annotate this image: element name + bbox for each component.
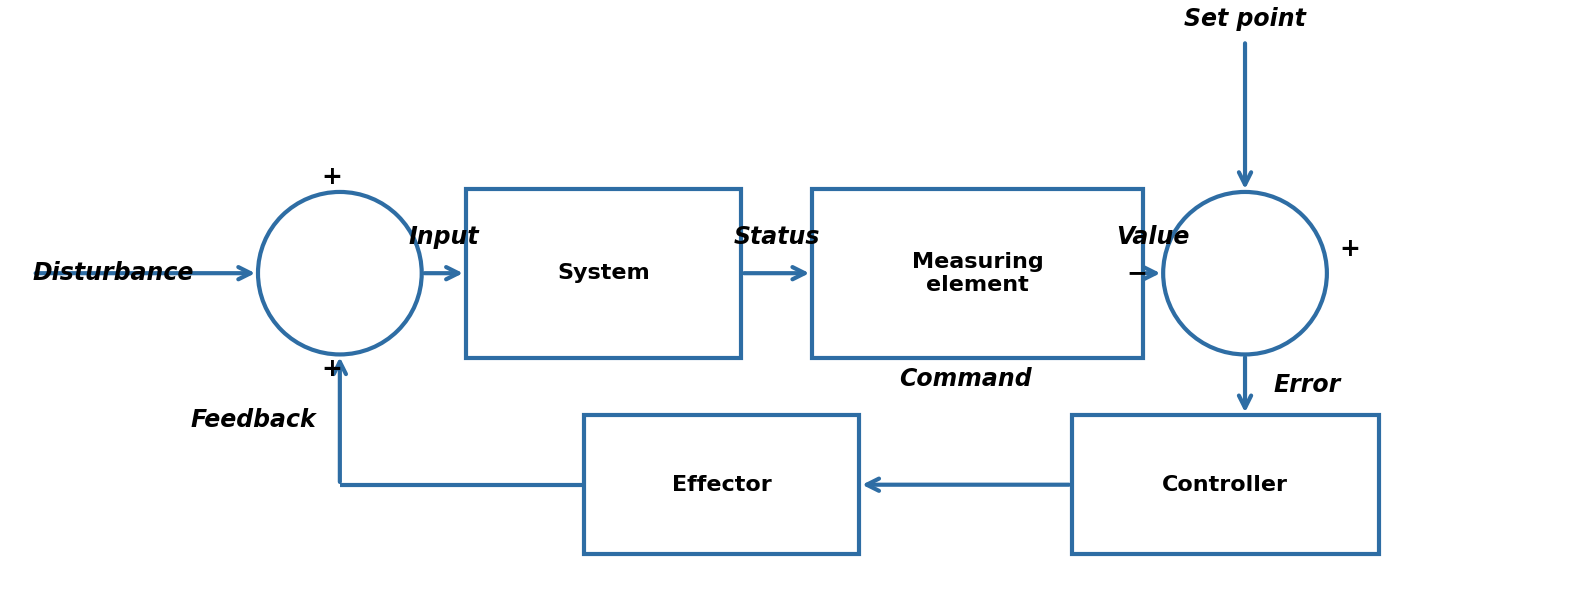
Text: Effector: Effector [672, 475, 771, 495]
FancyBboxPatch shape [583, 415, 859, 554]
Text: Measuring
element: Measuring element [912, 251, 1044, 295]
Text: Error: Error [1273, 373, 1340, 397]
Text: Value: Value [1117, 225, 1189, 249]
Text: Command: Command [899, 367, 1031, 391]
Text: Status: Status [733, 225, 820, 249]
Text: +: + [322, 165, 342, 189]
Text: +: + [322, 357, 342, 381]
Text: +: + [1339, 237, 1361, 261]
Text: System: System [557, 263, 650, 283]
Text: Set point: Set point [1184, 7, 1306, 32]
FancyBboxPatch shape [465, 188, 741, 358]
Text: Controller: Controller [1162, 475, 1288, 495]
Text: Input: Input [408, 225, 479, 249]
FancyBboxPatch shape [1072, 415, 1378, 554]
FancyBboxPatch shape [812, 188, 1143, 358]
Text: Feedback: Feedback [191, 407, 317, 432]
Text: −: − [1126, 261, 1148, 285]
Text: Disturbance: Disturbance [33, 261, 194, 285]
